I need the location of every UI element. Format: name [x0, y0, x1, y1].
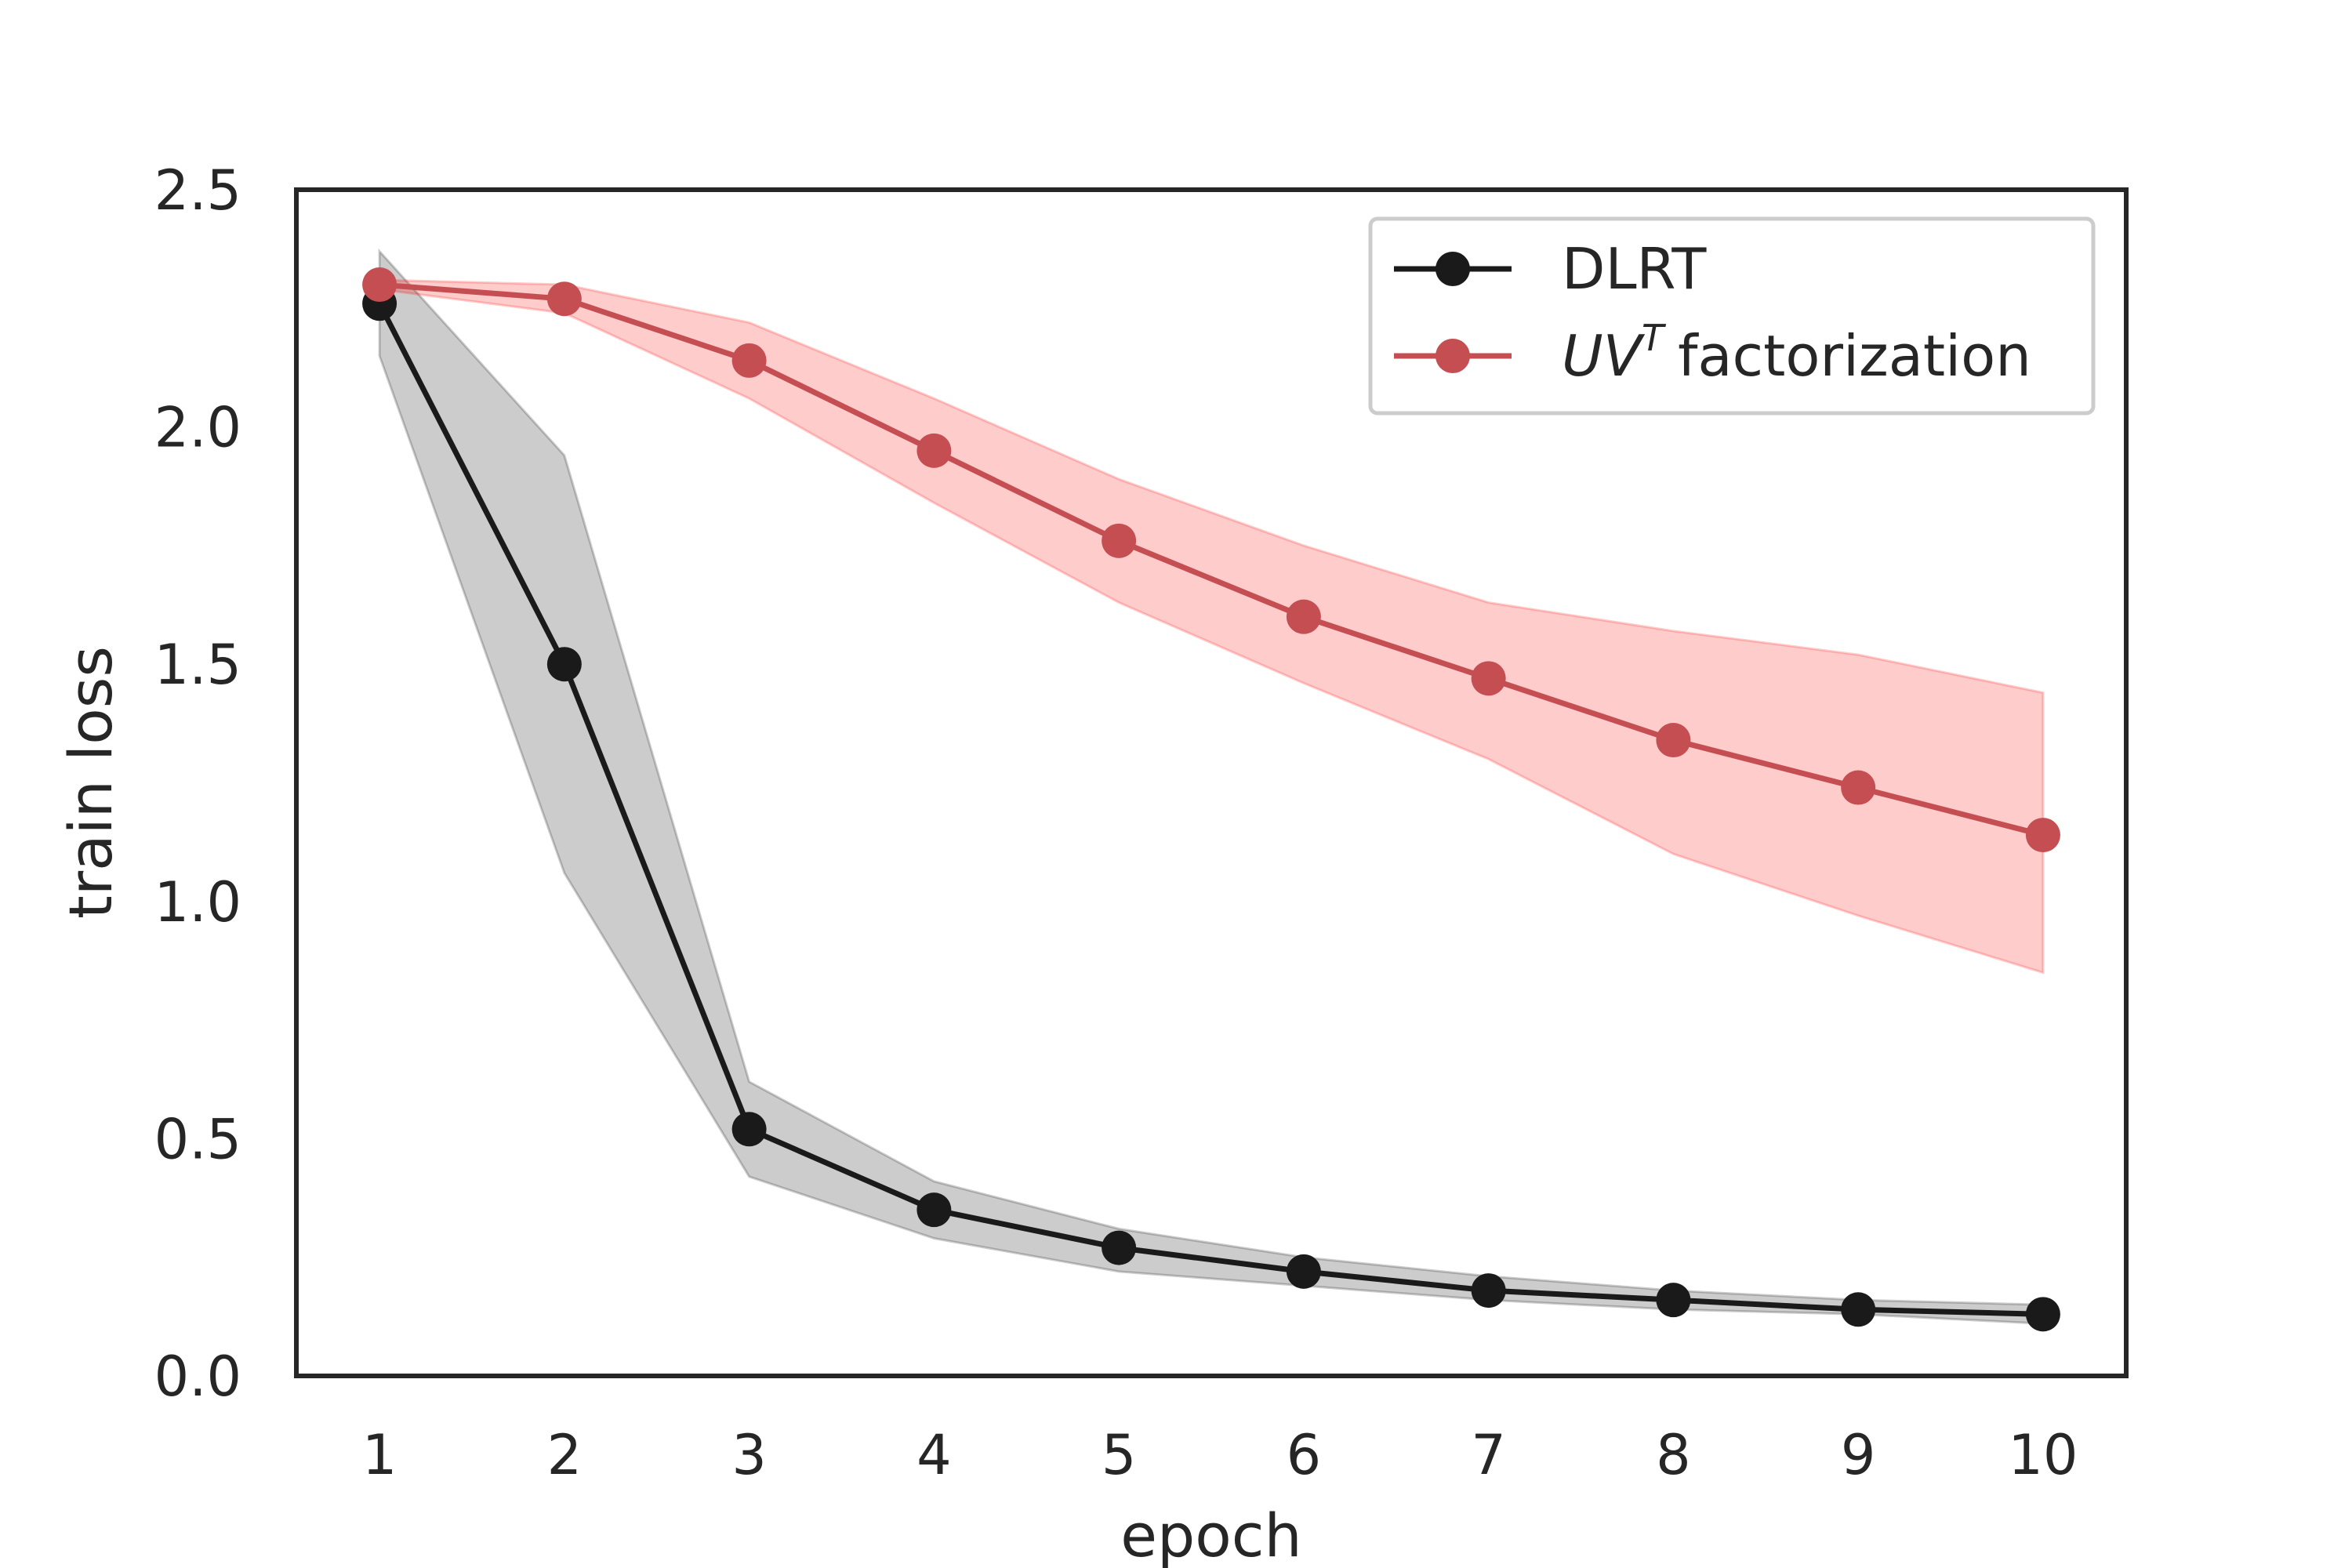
point-uvt-epoch-5 — [1102, 523, 1137, 558]
point-uvt-epoch-1 — [362, 267, 397, 303]
point-uvt-epoch-6 — [1286, 599, 1321, 634]
point-dlrt-epoch-4 — [916, 1192, 952, 1228]
x-tick-label-3: 3 — [731, 1423, 767, 1487]
point-uvt-epoch-3 — [731, 343, 767, 378]
point-dlrt-epoch-7 — [1471, 1273, 1506, 1308]
line-dlrt — [376, 302, 2043, 1317]
x-tick-label-8: 8 — [1656, 1423, 1691, 1487]
y-tick-label-1.5: 1.5 — [154, 633, 241, 697]
legend-dlrt-marker — [1436, 252, 1470, 286]
x-tick-label-2: 2 — [547, 1423, 583, 1487]
y-tick-label-0.0: 0.0 — [154, 1345, 241, 1409]
y-tick-label-0.5: 0.5 — [154, 1107, 241, 1171]
x-tick-label-5: 5 — [1102, 1423, 1137, 1487]
y-tick-label-2.0: 2.0 — [154, 396, 241, 460]
x-tick-labels: 1 2 3 4 5 6 7 8 9 10 — [362, 1423, 2078, 1487]
x-tick-label-4: 4 — [916, 1423, 952, 1487]
y-axis-label: train loss — [56, 646, 125, 919]
y-tick-label-1.0: 1.0 — [154, 870, 241, 935]
x-tick-label-9: 9 — [1841, 1423, 1876, 1487]
point-uvt-epoch-8 — [1656, 723, 1691, 758]
point-dlrt-epoch-10 — [2025, 1297, 2060, 1332]
line-uvt — [379, 281, 2044, 838]
legend-box — [1368, 216, 2096, 416]
x-tick-label-1: 1 — [362, 1423, 397, 1487]
point-dlrt-epoch-3 — [731, 1112, 767, 1147]
band-uvt — [378, 278, 2045, 975]
point-dlrt-epoch-9 — [1841, 1292, 1876, 1327]
x-tick-label-10: 10 — [2008, 1423, 2078, 1487]
x-tick-label-6: 6 — [1287, 1423, 1322, 1487]
y-tick-labels: 0.0 0.5 1.0 1.5 2.0 2.5 — [154, 158, 241, 1409]
plot-frame — [294, 187, 2129, 1378]
point-uvt-epoch-4 — [916, 433, 952, 468]
legend-uvt-label: UVT factorization — [1562, 317, 2031, 389]
legend: DLRT UVT factorization — [1368, 216, 2096, 416]
x-tick-label-7: 7 — [1471, 1423, 1506, 1487]
point-dlrt-epoch-6 — [1286, 1254, 1321, 1289]
legend-uvt-math-sup: T — [1642, 317, 1667, 359]
y-tick-label-2.5: 2.5 — [154, 158, 241, 223]
point-uvt-epoch-10 — [2025, 818, 2060, 853]
point-uvt-epoch-9 — [1841, 770, 1876, 805]
point-dlrt-epoch-8 — [1656, 1283, 1691, 1318]
series-markers — [362, 267, 2060, 1332]
point-uvt-epoch-7 — [1471, 661, 1506, 696]
legend-dlrt-label: DLRT — [1562, 236, 1707, 302]
legend-uvt-math-base: UV — [1562, 323, 1646, 389]
legend-uvt-marker — [1436, 339, 1470, 373]
legend-uvt-name: factorization — [1678, 323, 2031, 389]
series-lines — [376, 281, 2044, 1317]
x-axis-label: epoch — [1120, 1501, 1301, 1568]
point-uvt-epoch-2 — [546, 281, 582, 317]
point-dlrt-epoch-2 — [546, 647, 582, 682]
point-dlrt-epoch-5 — [1102, 1230, 1137, 1265]
